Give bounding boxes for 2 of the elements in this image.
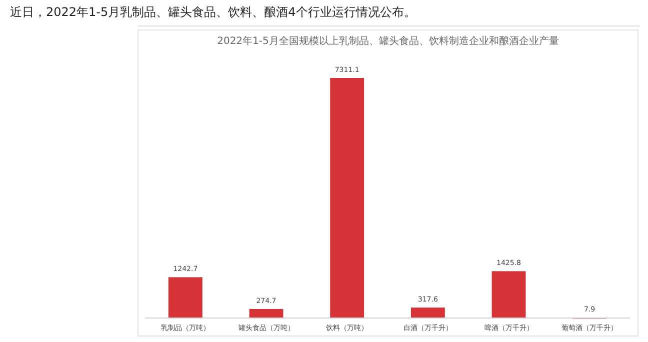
text: 近日，2022年1-5月乳制品、罐头食品、饮料、酿酒4个行业运行情况公布。 — [10, 5, 416, 19]
chart-title: 2022年1-5月全国规模以上乳制品、罐头食品、饮料制造企业和酿酒企业产量 — [217, 35, 559, 47]
